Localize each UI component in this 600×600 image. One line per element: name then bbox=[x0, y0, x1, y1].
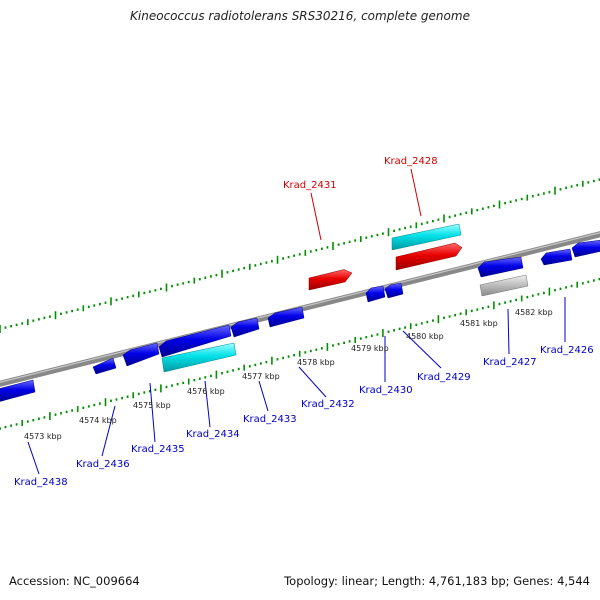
gene-krad-2428-cyan[interactable] bbox=[391, 223, 462, 251]
leader-krad-2432 bbox=[298, 366, 327, 398]
genome-stats: Topology: linear; Length: 4,761,183 bp; … bbox=[284, 574, 590, 588]
gene-krad-2434[interactable] bbox=[161, 342, 237, 373]
leader-krad-2431 bbox=[310, 192, 322, 241]
gene-labels: Krad_2431 Krad_2428 Krad_2438 Krad_2436 … bbox=[14, 156, 594, 488]
genes-label: Genes: bbox=[513, 574, 554, 588]
length-label: Length: bbox=[381, 574, 426, 588]
leader-krad-2428 bbox=[410, 168, 422, 217]
gene-krad-2431[interactable] bbox=[308, 269, 353, 291]
gene-krad-2429[interactable] bbox=[384, 282, 404, 299]
gene-label-krad-2433[interactable]: Krad_2433 bbox=[243, 414, 297, 425]
tick-label-4574: 4574 kbp bbox=[79, 416, 117, 425]
gene-krad-2426[interactable] bbox=[571, 239, 600, 258]
label-leaders bbox=[27, 168, 566, 475]
gene-label-krad-2431[interactable]: Krad_2431 bbox=[283, 180, 337, 191]
gene-label-krad-2435[interactable]: Krad_2435 bbox=[131, 444, 185, 455]
gene-label-krad-2434[interactable]: Krad_2434 bbox=[186, 429, 240, 440]
tick-label-4579: 4579 kbp bbox=[351, 344, 389, 353]
tick-label-4581: 4581 kbp bbox=[460, 319, 498, 328]
tick-label-4580: 4580 kbp bbox=[406, 332, 444, 341]
gene-label-krad-2426[interactable]: Krad_2426 bbox=[540, 345, 594, 356]
gene-label-krad-2429[interactable]: Krad_2429 bbox=[417, 372, 471, 383]
scale-tick-labels: 4573 kbp 4574 kbp 4575 kbp 4576 kbp 4577… bbox=[24, 308, 553, 441]
leader-krad-2433 bbox=[258, 380, 269, 412]
gene-features bbox=[0, 223, 600, 402]
gene-krad-2428[interactable] bbox=[395, 242, 463, 271]
gene-label-krad-2432[interactable]: Krad_2432 bbox=[301, 399, 355, 410]
genome-title: Kineococcus radiotolerans SRS30216, comp… bbox=[130, 9, 470, 23]
leader-krad-2429 bbox=[402, 330, 442, 369]
gene-krad-2427[interactable] bbox=[479, 274, 529, 297]
tick-label-4573: 4573 kbp bbox=[24, 432, 62, 441]
gene-krad-2427-blue[interactable] bbox=[477, 256, 524, 278]
leader-krad-2436 bbox=[101, 405, 116, 457]
gene-label-krad-2428[interactable]: Krad_2428 bbox=[384, 156, 438, 167]
accession-value: NC_009664 bbox=[73, 574, 140, 588]
gene-krad-2426-left[interactable] bbox=[540, 248, 573, 266]
tick-label-4582: 4582 kbp bbox=[515, 308, 553, 317]
gene-label-krad-2436[interactable]: Krad_2436 bbox=[76, 459, 130, 470]
topology-label: Topology: bbox=[284, 574, 338, 588]
tick-label-4577: 4577 kbp bbox=[242, 372, 280, 381]
gene-krad-2436[interactable] bbox=[92, 357, 117, 375]
tick-label-4576: 4576 kbp bbox=[187, 387, 225, 396]
gene-krad-2430[interactable] bbox=[365, 285, 386, 303]
gene-krad-2434-blue[interactable] bbox=[158, 324, 232, 358]
forward-scale-track bbox=[0, 178, 600, 333]
leader-krad-2435 bbox=[149, 382, 156, 443]
genes-value: 4,544 bbox=[557, 574, 590, 588]
topology-value: linear bbox=[341, 574, 375, 588]
gene-krad-2438[interactable] bbox=[0, 379, 36, 402]
leader-krad-2427 bbox=[507, 308, 510, 355]
leader-krad-2438 bbox=[27, 441, 40, 475]
accession-label: Accession: bbox=[9, 574, 70, 588]
gene-label-krad-2427[interactable]: Krad_2427 bbox=[483, 357, 537, 368]
gene-krad-2432[interactable] bbox=[267, 306, 305, 328]
accession-info: Accession: NC_009664 bbox=[9, 574, 140, 588]
leader-krad-2434 bbox=[204, 380, 211, 428]
length-value: 4,761,183 bp bbox=[428, 574, 506, 588]
gene-label-krad-2438[interactable]: Krad_2438 bbox=[14, 477, 68, 488]
reverse-scale-track bbox=[0, 277, 600, 430]
gene-label-krad-2430[interactable]: Krad_2430 bbox=[359, 385, 413, 396]
tick-label-4578: 4578 kbp bbox=[297, 358, 335, 367]
gene-krad-2435[interactable] bbox=[122, 342, 160, 367]
tick-label-4575: 4575 kbp bbox=[133, 401, 171, 410]
gene-krad-2433[interactable] bbox=[230, 317, 260, 338]
